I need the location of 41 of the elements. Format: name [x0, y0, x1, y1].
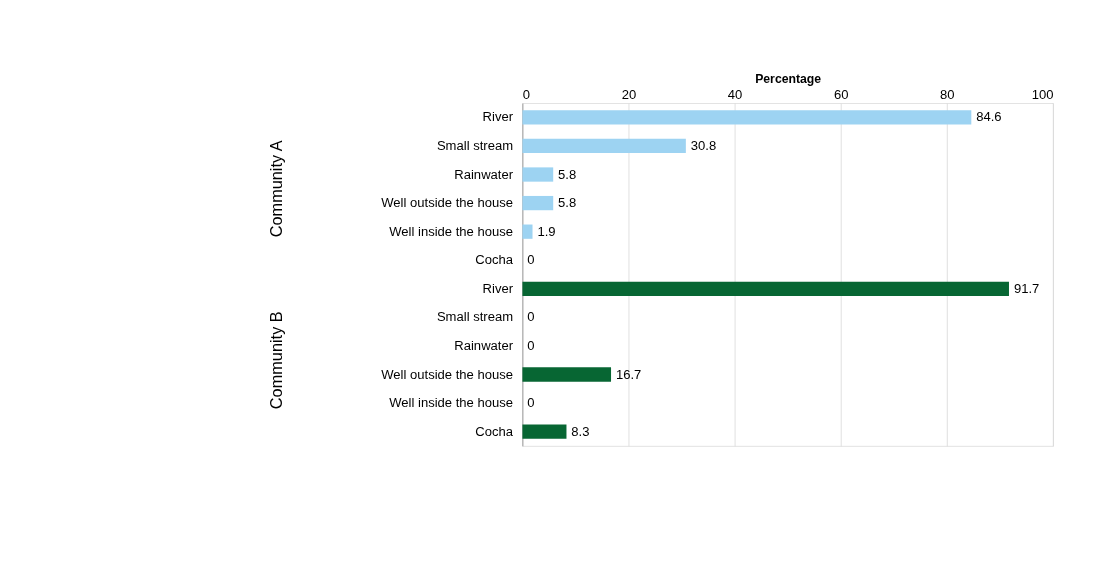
y-tick-label: Well inside the house	[389, 223, 514, 239]
text: Community B	[267, 311, 286, 410]
data-label: 0	[527, 338, 535, 354]
data-label: 30.8	[690, 138, 717, 154]
y-tick-label: Well inside the house	[389, 395, 514, 411]
x-tick-label: 0	[522, 87, 531, 103]
x-tick-label: 20	[621, 87, 637, 103]
data-label: 5.8	[558, 195, 577, 211]
data-label: 8.3	[571, 423, 590, 439]
bar	[522, 110, 972, 125]
y-tick-label: Cocha	[475, 252, 514, 268]
x-axis-title: Percentage	[755, 72, 822, 87]
text: Community A	[267, 140, 286, 238]
x-tick-label: 40	[727, 87, 743, 103]
y-tick-label: Well outside the house	[381, 366, 514, 382]
y-tick-label: Rainwater	[454, 338, 514, 354]
data-label: 5.8	[558, 166, 577, 182]
data-label: 91.7	[1013, 280, 1040, 296]
x-tick-label: 100	[1031, 87, 1054, 103]
bar	[522, 224, 533, 239]
bar	[522, 424, 567, 439]
bar	[522, 367, 612, 382]
bar	[522, 167, 554, 182]
x-tick-label: 80	[940, 87, 955, 103]
data-label: 16.7	[615, 366, 642, 382]
y-tick-label: Rainwater	[454, 166, 514, 182]
y-tick-label: Small stream	[436, 138, 514, 154]
y-tick-label: River	[482, 280, 514, 296]
y-tick-label: River	[482, 109, 514, 125]
y-tick-label: Small stream	[436, 309, 514, 325]
bar	[522, 281, 1009, 296]
y-tick-label: Well outside the house	[381, 195, 514, 211]
data-label: 0	[527, 309, 535, 325]
x-tick-label: 60	[833, 87, 849, 103]
data-label: 1.9	[537, 223, 556, 239]
data-label: 0	[527, 252, 535, 268]
data-label: 0	[527, 395, 535, 411]
data-label: 84.6	[976, 109, 1002, 125]
bar	[522, 138, 686, 154]
y-tick-label: Cocha	[475, 423, 514, 439]
bar	[522, 195, 554, 211]
